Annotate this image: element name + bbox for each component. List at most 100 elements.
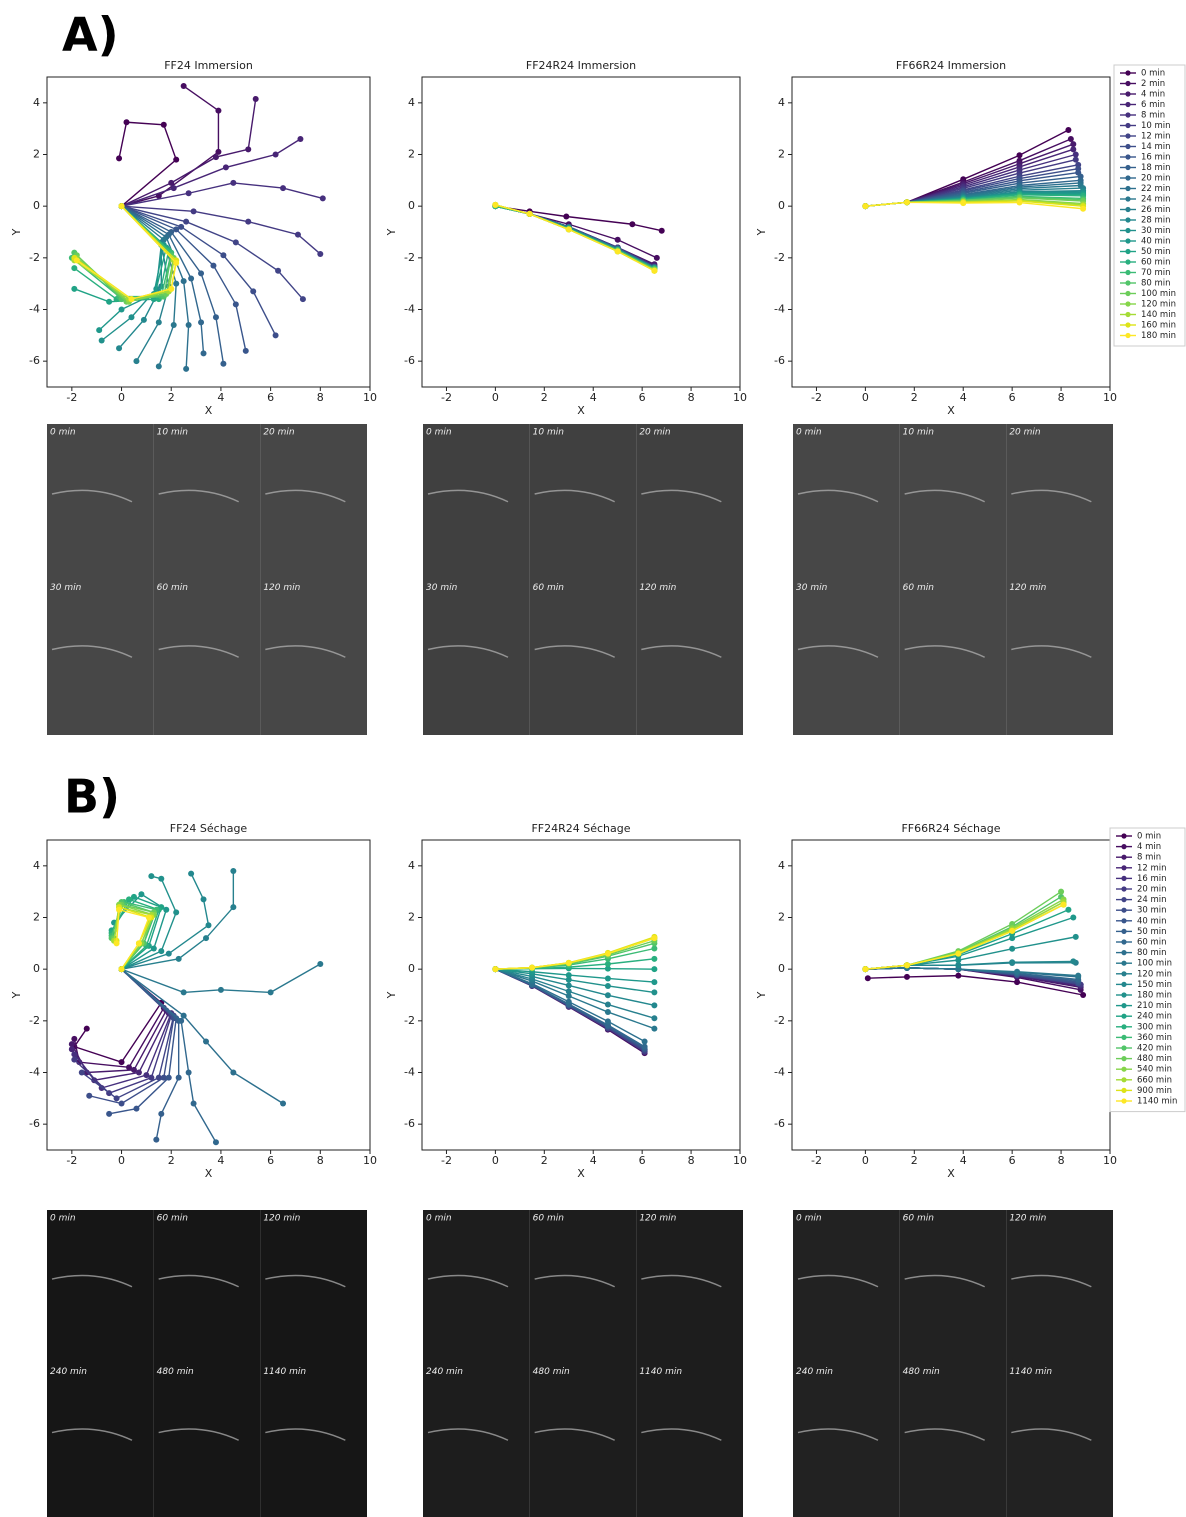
legend-marker xyxy=(1121,939,1127,945)
x-tick-label: -2 xyxy=(811,391,822,404)
legend-label: 30 min xyxy=(1137,906,1167,916)
series-point xyxy=(651,1015,658,1022)
series-point xyxy=(492,966,499,973)
series-line xyxy=(495,942,655,970)
photo-frame xyxy=(1006,1363,1113,1517)
series-point xyxy=(173,156,180,163)
series-point xyxy=(604,982,611,989)
x-tick-label: 8 xyxy=(1058,1154,1065,1167)
series-line xyxy=(495,204,655,272)
series-line xyxy=(73,968,163,1064)
photo-fiber xyxy=(51,1274,133,1288)
series-point xyxy=(242,347,249,354)
photo-fiber xyxy=(158,645,239,658)
series-point xyxy=(604,1001,611,1008)
plot-frame xyxy=(791,839,1111,1151)
series-point xyxy=(1080,205,1087,212)
legend-marker xyxy=(1121,854,1127,860)
legend-marker xyxy=(1121,1077,1127,1083)
series-line xyxy=(89,968,175,1105)
legend-label: 80 min xyxy=(1141,279,1171,289)
series-point xyxy=(128,314,135,321)
x-tick-label: 0 xyxy=(492,391,499,404)
chart-title: FF66R24 Séchage xyxy=(901,822,1000,835)
photo-fiber xyxy=(641,1274,722,1288)
photo-fiber xyxy=(158,1428,239,1441)
x-tick-label: 0 xyxy=(118,1154,125,1167)
y-tick-label: 2 xyxy=(408,148,415,161)
series-point xyxy=(1072,156,1079,163)
photo-frame xyxy=(899,1363,1007,1517)
legend-marker xyxy=(1121,971,1127,977)
series-point xyxy=(148,873,155,880)
series-point xyxy=(1014,968,1021,975)
series-point xyxy=(125,896,132,903)
y-tick-label: -4 xyxy=(774,303,785,316)
x-tick-label: 2 xyxy=(911,391,918,404)
series-point xyxy=(210,262,217,269)
y-tick-label: -2 xyxy=(404,251,415,264)
series-point xyxy=(230,868,237,874)
series-point xyxy=(165,950,172,957)
x-tick-label: 4 xyxy=(960,391,967,404)
series-point xyxy=(86,1092,93,1099)
series-point xyxy=(529,964,536,971)
series-point xyxy=(160,121,167,128)
series-point xyxy=(955,962,962,969)
series-point xyxy=(198,270,205,277)
photo-frame xyxy=(153,1363,261,1517)
legend-marker xyxy=(1125,227,1131,234)
legend-label: 180 min xyxy=(1141,331,1176,341)
panel-label: B) xyxy=(64,770,120,824)
series-point xyxy=(604,975,611,982)
photo-time-label: 480 min xyxy=(157,1367,194,1377)
x-tick-label: -2 xyxy=(441,391,452,404)
series-point xyxy=(1070,958,1077,965)
series-point xyxy=(185,190,192,197)
series-point xyxy=(317,961,324,967)
photo-fiber xyxy=(641,645,722,658)
y-tick-label: 4 xyxy=(408,859,415,872)
y-tick-label: -2 xyxy=(404,1014,415,1027)
photo-frame xyxy=(529,1210,637,1364)
photo-frame xyxy=(793,1363,900,1517)
photo-fiber xyxy=(534,1274,615,1288)
photo-time-label: 30 min xyxy=(426,583,458,593)
y-tick-label: 4 xyxy=(33,96,40,109)
photo-frame xyxy=(1006,424,1113,580)
photo-time-label: 240 min xyxy=(50,1367,87,1377)
legend-marker xyxy=(1125,154,1131,160)
y-tick-label: -4 xyxy=(404,1066,415,1079)
legend-label: 26 min xyxy=(1141,205,1171,215)
photo-fiber xyxy=(797,645,879,658)
series-point xyxy=(658,227,665,234)
photo-frame xyxy=(153,579,261,735)
series-point xyxy=(116,345,123,352)
photo-frame xyxy=(47,1363,154,1517)
series-point xyxy=(175,1074,182,1081)
plot-frame xyxy=(421,76,741,388)
series-point xyxy=(135,1069,142,1076)
series-point xyxy=(862,203,869,210)
series-point xyxy=(280,1100,287,1107)
photo-fiber xyxy=(904,1428,985,1441)
y-tick-label: -6 xyxy=(774,1117,785,1130)
photo-time-label: 120 min xyxy=(263,1214,300,1224)
x-tick-label: 0 xyxy=(862,391,869,404)
legend-marker xyxy=(1121,1087,1127,1093)
series-point xyxy=(113,940,120,947)
series-line xyxy=(495,204,655,271)
series-point xyxy=(297,136,304,142)
series-point xyxy=(203,935,210,942)
photo-time-label: 30 min xyxy=(796,583,828,593)
series-point xyxy=(1058,888,1065,895)
y-tick-label: 4 xyxy=(408,96,415,109)
legend-marker xyxy=(1125,269,1131,276)
series-point xyxy=(118,966,125,973)
series-point xyxy=(118,1059,125,1066)
series-point xyxy=(955,972,962,979)
y-tick-label: 0 xyxy=(778,962,785,975)
series-point xyxy=(1067,136,1074,142)
photo-fiber xyxy=(265,645,346,658)
series-line xyxy=(495,205,655,271)
